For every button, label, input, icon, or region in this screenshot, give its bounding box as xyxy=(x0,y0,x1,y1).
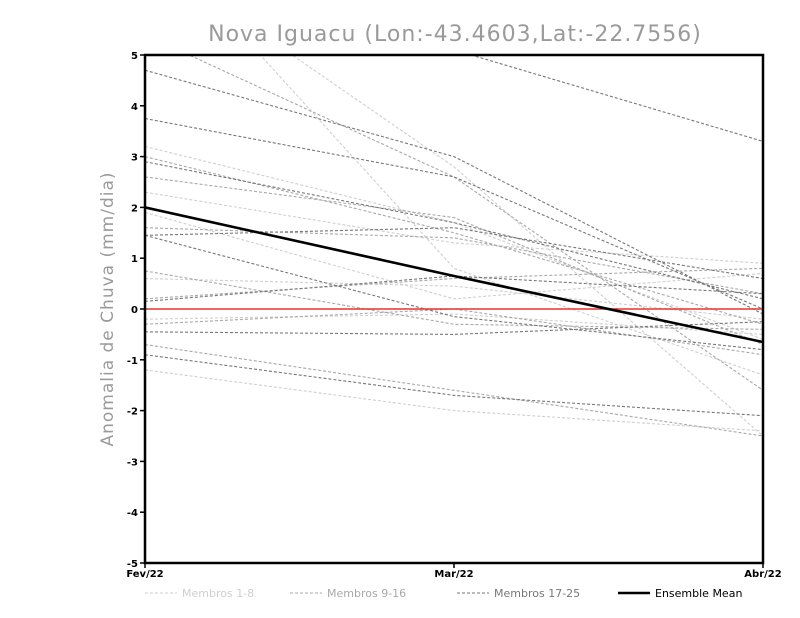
y-tick-label: -1 xyxy=(127,356,138,367)
member-line-m1 xyxy=(291,55,763,437)
member-line-m15 xyxy=(145,156,763,325)
y-tick-label: 3 xyxy=(131,153,138,164)
member-line-m12 xyxy=(145,344,763,437)
ensemble-members xyxy=(145,55,763,437)
member-line-m17 xyxy=(145,69,763,315)
y-tick-label: 4 xyxy=(131,102,138,113)
y-tick-label: 1 xyxy=(131,254,138,265)
member-line-m16 xyxy=(145,267,763,300)
x-tick-label: Mar/22 xyxy=(434,569,473,580)
x-tick-label: Abr/22 xyxy=(744,569,781,580)
member-line-m3 xyxy=(145,277,763,320)
x-tick-label: Fev/22 xyxy=(126,569,163,580)
y-tick-label: -4 xyxy=(127,508,138,519)
legend-label: Membros 9-16 xyxy=(327,587,406,600)
chart-title: Nova Iguacu (Lon:-43.4603,Lat:-22.7556) xyxy=(208,22,702,47)
legend: Membros 1-8 Membros 9-16 Membros 17-25 Ense… xyxy=(145,587,742,600)
y-tick-label: 2 xyxy=(131,203,138,214)
member-line-m10 xyxy=(145,176,763,346)
member-line-m11 xyxy=(145,227,763,295)
y-tick-label: -5 xyxy=(127,559,138,570)
member-line-m20 xyxy=(145,227,763,280)
y-tick-label: 0 xyxy=(131,305,138,316)
y-tick-label: 5 xyxy=(131,51,138,62)
member-line-m22 xyxy=(145,275,763,302)
member-line-m25 xyxy=(469,55,763,142)
member-line-m24 xyxy=(145,354,763,417)
member-line-m7 xyxy=(145,313,763,335)
legend-label: Membros 1-8 xyxy=(182,587,254,600)
ensemble-mean-line xyxy=(145,206,763,344)
member-line-m13 xyxy=(145,270,763,330)
member-line-m23 xyxy=(145,321,763,335)
member-line-m5 xyxy=(259,55,763,376)
member-line-m14 xyxy=(145,308,763,356)
legend-label: Membros 17-25 xyxy=(494,587,580,600)
member-line-m19 xyxy=(145,161,763,300)
member-line-m9 xyxy=(187,55,763,391)
y-axis-label: Anomalia de Chuva (mm/dia) xyxy=(98,171,118,446)
y-tick-label: -2 xyxy=(127,407,138,418)
member-line-m6 xyxy=(145,145,763,340)
y-tick-label: -3 xyxy=(127,457,138,468)
member-line-m21 xyxy=(145,234,763,351)
member-line-m8 xyxy=(145,211,763,300)
member-line-m4 xyxy=(145,369,763,432)
y-axis-ticks: 5 4 3 2 1 0 -1 -2 -3 -4 -5 xyxy=(127,51,145,570)
ensemble-mean-layer xyxy=(145,206,763,344)
x-axis-ticks: Fev/22 Mar/22 Abr/22 xyxy=(126,563,782,580)
legend-label: Ensemble Mean xyxy=(655,587,742,600)
